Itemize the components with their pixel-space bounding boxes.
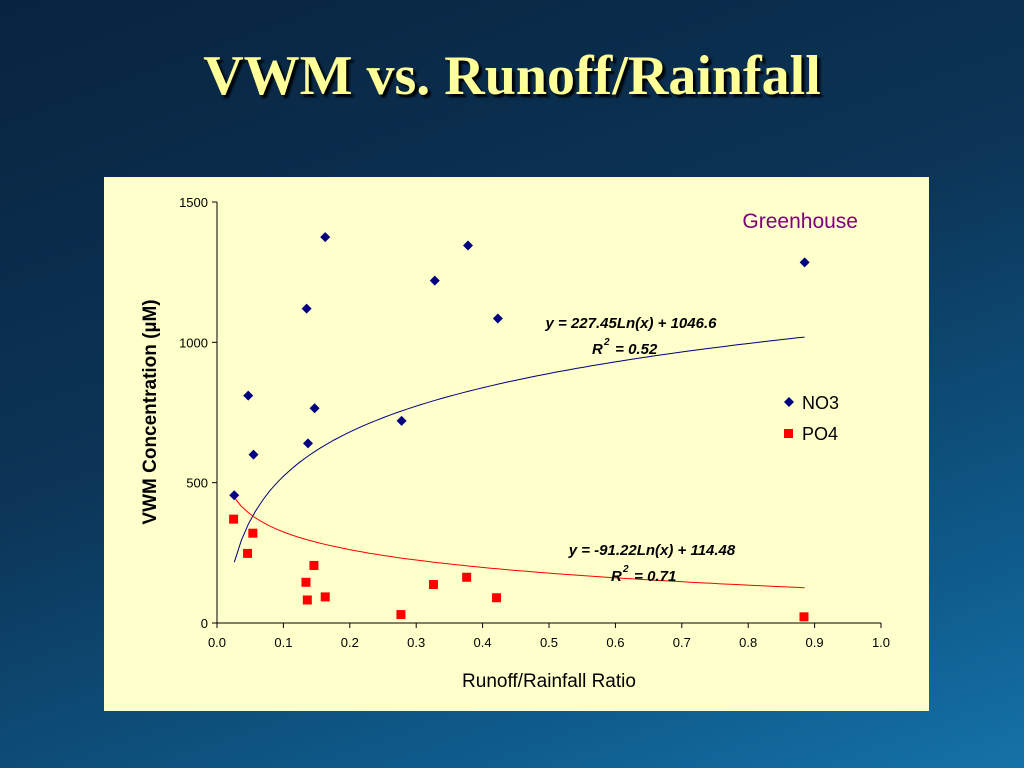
x-tick-label: 0.7 — [673, 635, 691, 650]
y-tick-label: 1500 — [179, 195, 208, 210]
no3-data-point — [492, 313, 503, 324]
no3-data-point — [301, 303, 312, 314]
y-axis-label: VWM Concentration (µM) — [140, 299, 161, 524]
x-tick-label: 0.4 — [474, 635, 492, 650]
no3-trend-equation: y = 227.45Ln(x) + 1046.6 — [545, 315, 718, 332]
x-tick-label: 0.5 — [540, 635, 558, 650]
legend-no3-label: NO3 — [802, 393, 839, 413]
no3-data-point — [429, 275, 440, 286]
po4-data-point — [302, 595, 312, 605]
po4-trendline — [233, 496, 805, 589]
x-tick-label: 0.3 — [407, 635, 425, 650]
chart-panel: 0.0 0.1 0.2 0.3 0.4 0.5 0.6 0.7 0.8 0.9 1.0 0 500 100… — [104, 177, 929, 711]
x-tick-label: 0.9 — [806, 635, 824, 650]
scatter-chart: 0.0 0.1 0.2 0.3 0.4 0.5 0.6 0.7 0.8 0.9 1.0 0 500 100… — [140, 195, 890, 692]
no3-r2-exp: 2 — [603, 337, 610, 348]
po4-data-point — [243, 548, 253, 558]
x-tick-label: 0.8 — [739, 635, 757, 650]
legend-po4-marker — [784, 429, 793, 438]
x-tick-label: 0.6 — [606, 635, 624, 650]
no3-r2-value: = 0.52 — [611, 341, 658, 358]
po4-data-point — [309, 560, 319, 570]
no3-data-point — [462, 240, 473, 251]
po4-trend-equation: y = -91.22Ln(x) + 114.48 — [568, 542, 736, 559]
po4-data-point — [396, 610, 406, 620]
po4-data-point — [301, 577, 311, 587]
po4-data-point — [492, 593, 502, 603]
legend-po4-label: PO4 — [802, 424, 838, 444]
po4-data-point — [462, 572, 472, 582]
po4-r2-value: = 0.71 — [630, 568, 676, 585]
po4-r2-exp: 2 — [622, 564, 629, 575]
po4-data-point — [799, 612, 809, 622]
chart-title: Greenhouse — [742, 210, 858, 233]
x-tick-label: 0.2 — [341, 635, 359, 650]
y-tick-label: 1000 — [179, 335, 208, 350]
no3-data-point — [396, 415, 407, 426]
no3-data-point — [248, 449, 259, 460]
no3-r2-r: R — [592, 341, 603, 358]
po4-data-point — [320, 592, 330, 602]
po4-data-point — [248, 528, 258, 538]
po4-data-point — [428, 580, 438, 590]
x-axis-label: Runoff/Rainfall Ratio — [462, 671, 636, 692]
po4-data-point — [229, 514, 239, 524]
no3-data-point — [309, 403, 320, 414]
no3-data-point — [799, 257, 810, 268]
chart-points — [229, 232, 810, 622]
no3-trendline — [233, 336, 805, 563]
chart-axes — [216, 202, 881, 624]
no3-data-point — [320, 232, 331, 243]
slide-title: VWM vs. Runoff/Rainfall — [203, 45, 821, 107]
chart-legend: NO3 PO4 — [784, 393, 839, 444]
chart-ticks: 0.0 0.1 0.2 0.3 0.4 0.5 0.6 0.7 0.8 0.9 1.0 0 500 100… — [179, 195, 890, 650]
x-tick-label: 0.0 — [208, 635, 226, 650]
chart-trendlines — [233, 336, 805, 589]
no3-data-point — [302, 438, 313, 449]
po4-r2-r: R — [611, 568, 622, 585]
y-tick-label: 500 — [186, 476, 208, 491]
x-tick-label: 1.0 — [872, 635, 890, 650]
no3-data-point — [229, 490, 240, 501]
y-tick-label: 0 — [201, 616, 208, 631]
legend-no3-marker — [784, 397, 794, 407]
x-tick-label: 0.1 — [274, 635, 292, 650]
no3-data-point — [243, 390, 254, 401]
